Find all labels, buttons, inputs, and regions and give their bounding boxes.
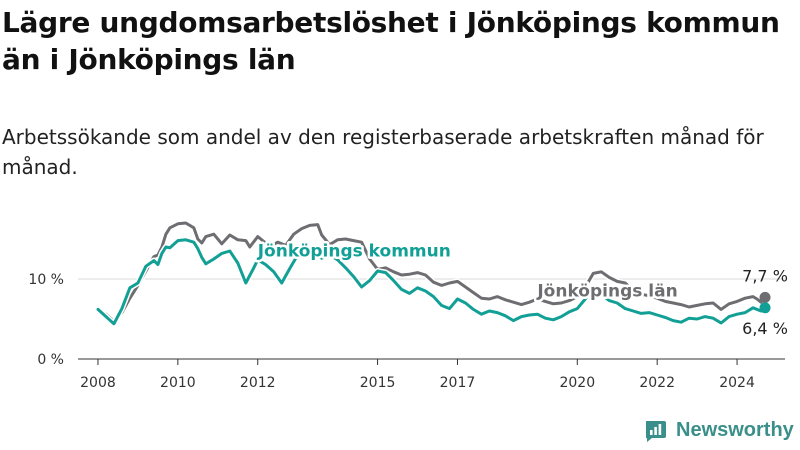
series-name-halo: Jönköpings län bbox=[536, 282, 677, 302]
x-tick-label: 2020 bbox=[559, 375, 595, 391]
series-name-halo: Jönköpings kommun bbox=[257, 242, 451, 262]
brand-name: Newsworthy bbox=[676, 418, 794, 441]
series-name-label-jonkopings-kommun: Jönköpings kommun bbox=[257, 242, 451, 262]
chart-subtitle: Arbetssökande som andel av den registerb… bbox=[2, 125, 764, 179]
x-tick-label: 2012 bbox=[240, 375, 276, 391]
x-tick-label: 2024 bbox=[719, 375, 755, 391]
end-point-jonkopings-kommun bbox=[759, 302, 771, 314]
brand: Newsworthy bbox=[644, 418, 794, 442]
newsworthy-logo-icon bbox=[646, 421, 666, 442]
x-tick-label: 2015 bbox=[360, 375, 396, 391]
end-label-jonkopings-kommun: 6,4 % bbox=[742, 319, 788, 338]
x-tick-label: 2017 bbox=[440, 375, 476, 391]
chart-title: Lägre ungdomsarbetslöshet i Jönköpings k… bbox=[2, 6, 780, 76]
series-line-jonkopings-lan bbox=[96, 221, 767, 323]
y-tick-label: 10 % bbox=[28, 272, 64, 288]
x-tick-label: 2010 bbox=[160, 375, 196, 391]
end-label-jonkopings-lan: 7,7 % bbox=[742, 266, 788, 285]
x-tick-label: 2022 bbox=[639, 375, 675, 391]
y-tick-label: 0 % bbox=[37, 352, 64, 368]
series-line-jonkopings-kommun bbox=[96, 238, 767, 326]
series-name-label-jonkopings-lan: Jönköpings län bbox=[536, 282, 677, 302]
end-point-jonkopings-lan bbox=[759, 291, 771, 303]
x-tick-label: 2008 bbox=[80, 375, 116, 391]
